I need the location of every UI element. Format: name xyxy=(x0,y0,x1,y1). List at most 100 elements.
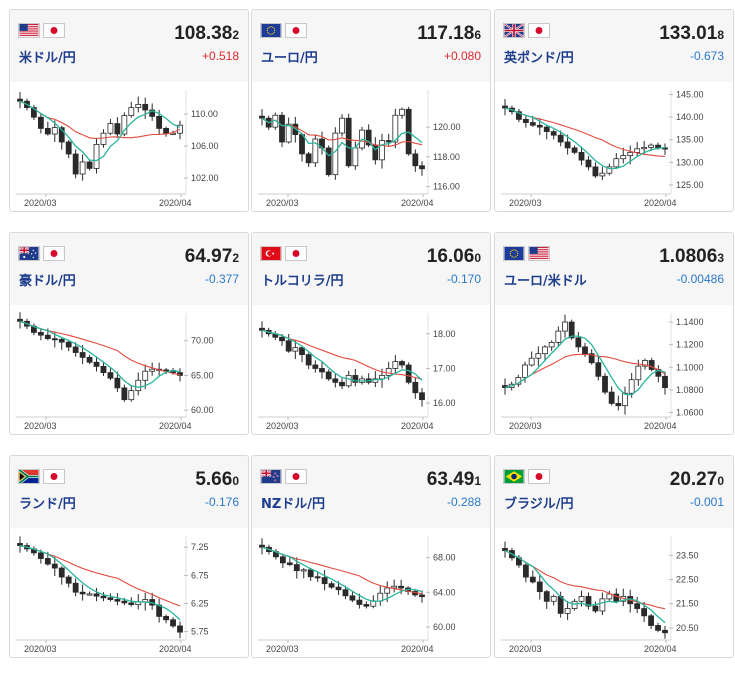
price-last-digit: 2 xyxy=(232,251,239,265)
candle-body xyxy=(325,147,332,176)
pair-flags xyxy=(503,469,550,484)
candle-body xyxy=(516,111,522,120)
pair-name[interactable]: 豪ドル/円 xyxy=(19,274,76,289)
currency-card[interactable]: NZドル/円 63.491 -0.288 68.00 64.00 60.00 2020/03… xyxy=(251,455,491,658)
candle-body xyxy=(285,340,292,352)
y-tick-label: 7.25 xyxy=(191,542,209,552)
pair-flags xyxy=(260,23,307,38)
y-tick-label: 65.00 xyxy=(191,370,214,380)
candle-body xyxy=(170,619,176,627)
currency-card[interactable]: 豪ドル/円 64.972 -0.377 70.00 65.00 60.00 2020/03 2… xyxy=(9,232,249,435)
pair-name[interactable]: ランド/円 xyxy=(19,497,76,512)
candle-body xyxy=(352,147,359,167)
price-change: -0.170 xyxy=(446,272,481,286)
card-header: トルコリラ/円 16.060 -0.170 xyxy=(252,233,490,305)
moving-average-short xyxy=(261,329,423,382)
card-header: NZドル/円 63.491 -0.288 xyxy=(252,456,490,528)
pair-name[interactable]: 米ドル/円 xyxy=(19,51,76,66)
price-main: 1.0806 xyxy=(659,246,718,267)
currency-card[interactable]: トルコリラ/円 16.060 -0.170 18.00 17.00 16.00 2020/0… xyxy=(251,232,491,435)
candle-body xyxy=(606,166,613,174)
new-zealand-flag xyxy=(260,469,282,484)
candle-body xyxy=(529,122,536,126)
current-price: 63.491 xyxy=(427,469,481,491)
card-header: 米ドル/円 108.382 +0.518 xyxy=(10,10,248,82)
pair-name[interactable]: トルコリラ/円 xyxy=(261,274,344,289)
pair-name[interactable]: ブラジル/円 xyxy=(504,497,574,512)
candle-body xyxy=(599,172,606,177)
candle-body xyxy=(93,593,100,597)
australia-flag xyxy=(18,246,40,261)
candle-body xyxy=(634,603,641,609)
candle-body xyxy=(37,116,44,129)
candle-body xyxy=(65,341,72,348)
candle-body xyxy=(578,152,585,161)
candle-body xyxy=(100,132,107,145)
moving-average-short xyxy=(504,107,666,170)
japan-flag xyxy=(285,246,307,261)
x-tick-label: 2020/03 xyxy=(509,644,542,654)
candle-body xyxy=(642,360,648,367)
candle-body xyxy=(107,123,114,134)
candle-body xyxy=(72,582,79,593)
eu-flag xyxy=(503,246,525,261)
candle-body xyxy=(149,109,156,117)
brazil-flag xyxy=(503,469,525,484)
candle-body xyxy=(293,564,300,572)
pair-name[interactable]: 英ポンド/円 xyxy=(504,51,574,66)
turkey-flag xyxy=(260,246,282,261)
price-last-digit: 0 xyxy=(717,474,724,488)
candle-body xyxy=(613,593,620,602)
moving-average-long xyxy=(261,546,423,595)
currency-card[interactable]: ブラジル/円 20.270 -0.001 23.50 22.50 21.50 20.50 20… xyxy=(494,455,734,658)
candle-body xyxy=(51,338,58,341)
japan-flag xyxy=(285,469,307,484)
candle-body xyxy=(312,364,319,369)
candle-body xyxy=(163,128,169,134)
y-tick-label: 1.1200 xyxy=(676,340,704,350)
candle-body xyxy=(58,338,65,343)
pair-name[interactable]: NZドル/円 xyxy=(261,497,326,512)
candle-body xyxy=(599,598,606,612)
currency-card[interactable]: ユーロ/円 117.186 +0.080 120.00 118.00 116.00 2020… xyxy=(251,9,491,212)
price-change: -0.673 xyxy=(689,49,724,63)
candle-body xyxy=(634,148,641,153)
candle-body xyxy=(135,379,142,392)
pair-flags xyxy=(18,246,65,261)
candle-body xyxy=(602,375,608,393)
pair-name[interactable]: ユーロ/米ドル xyxy=(504,274,587,289)
moving-average-short xyxy=(504,549,666,624)
y-tick-label: 116.00 xyxy=(433,182,460,192)
candle-body xyxy=(548,341,555,348)
candle-body xyxy=(349,595,356,601)
currency-card[interactable]: 英ポンド/円 133.018 -0.673 145.00 140.00 135.00 130… xyxy=(494,9,734,212)
pair-name[interactable]: ユーロ/円 xyxy=(261,51,318,66)
currency-card[interactable]: 米ドル/円 108.382 +0.518 110.00 106.00 102.00 2020… xyxy=(9,9,249,212)
price-main: 133.01 xyxy=(659,23,718,44)
moving-average-short xyxy=(19,320,181,388)
y-tick-label: 102.00 xyxy=(191,173,219,183)
currency-card[interactable]: ランド/円 5.660 -0.176 7.25 6.75 6.25 5.75 2020/03 2… xyxy=(9,455,249,658)
candle-body xyxy=(128,390,135,401)
candle-body xyxy=(305,354,312,366)
candle-body xyxy=(121,600,128,604)
candle-body xyxy=(562,321,568,332)
current-price: 16.060 xyxy=(427,246,481,268)
pair-flags xyxy=(18,469,65,484)
candle-body xyxy=(606,593,613,600)
price-last-digit: 1 xyxy=(474,474,481,488)
candle-body xyxy=(550,131,557,136)
japan-flag xyxy=(43,246,65,261)
currency-card[interactable]: ユーロ/米ドル 1.08063 -0.00486 1.1400 1.1200 1.1000… xyxy=(494,232,734,435)
pair-flags xyxy=(503,23,550,38)
candle-body xyxy=(419,594,425,598)
moving-average-short xyxy=(261,117,423,157)
price-change: -0.288 xyxy=(446,495,481,509)
y-tick-label: 18.00 xyxy=(433,329,456,339)
moving-average-short xyxy=(261,546,423,603)
price-last-digit: 0 xyxy=(474,251,481,265)
candle-body xyxy=(149,368,156,372)
moving-average-long xyxy=(19,545,181,607)
current-price: 5.660 xyxy=(195,469,239,491)
candle-body xyxy=(279,114,285,143)
